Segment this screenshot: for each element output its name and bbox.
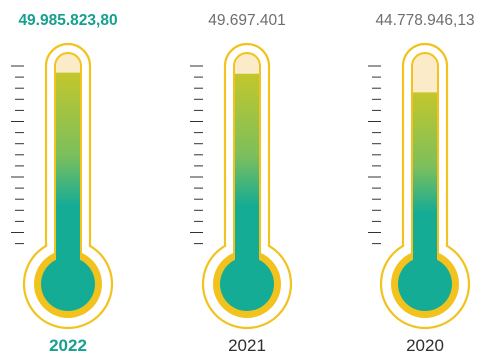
thermometer-2021: 49.697.401 2021 xyxy=(190,12,293,355)
year-label: 2020 xyxy=(406,336,444,355)
thermometer-2022: 49.985.823,80 2022 xyxy=(11,12,118,355)
thermometer-2020: 44.778.946,13 2020 xyxy=(368,12,475,355)
value-label: 49.985.823,80 xyxy=(18,12,117,29)
bulb-core xyxy=(398,257,452,311)
year-label: 2022 xyxy=(49,336,87,355)
bulb-neck xyxy=(56,240,80,262)
bulb-neck xyxy=(413,240,437,262)
bulb-core xyxy=(41,257,95,311)
bulb-neck xyxy=(235,240,259,262)
value-label: 44.778.946,13 xyxy=(375,12,474,29)
year-label: 2021 xyxy=(228,336,266,355)
value-label: 49.697.401 xyxy=(208,12,286,29)
bulb-core xyxy=(220,257,274,311)
